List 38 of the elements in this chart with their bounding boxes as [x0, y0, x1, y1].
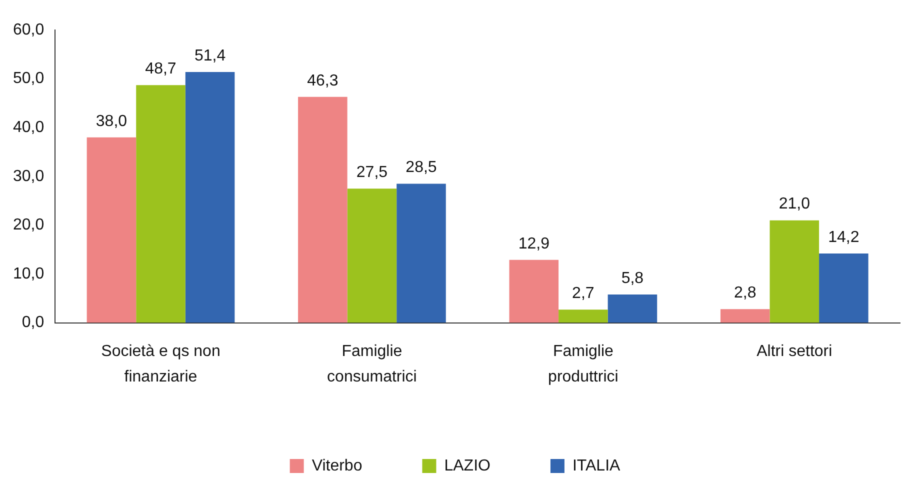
bar — [347, 188, 397, 323]
data-label: 48,7 — [145, 60, 176, 78]
bar — [298, 96, 348, 323]
y-tick-label: 50,0 — [13, 70, 44, 88]
bar — [185, 72, 235, 323]
y-tick-label: 20,0 — [13, 216, 44, 234]
data-label: 12,9 — [518, 235, 550, 252]
x-tick-label: Altri settori — [756, 343, 832, 360]
legend-label: ITALIA — [572, 457, 621, 474]
legend-label: Viterbo — [312, 457, 362, 474]
data-label: 46,3 — [307, 72, 338, 90]
data-label: 28,5 — [406, 159, 437, 176]
bar — [608, 294, 658, 323]
x-tick-label: Società e qs non finanziarie — [101, 343, 220, 386]
bar — [86, 137, 136, 323]
data-label: 2,8 — [734, 284, 756, 302]
y-tick-label: 0,0 — [22, 314, 44, 332]
y-tick-label: 30,0 — [13, 168, 44, 185]
bar — [509, 260, 559, 323]
legend-label: LAZIO — [444, 457, 490, 474]
x-tick-label: Famiglie produttrici — [548, 343, 618, 386]
bar — [819, 254, 868, 323]
x-tick-label: Famiglie consumatrici — [327, 343, 417, 386]
data-label: 51,4 — [194, 47, 226, 64]
bar — [136, 85, 186, 323]
bar — [720, 309, 770, 323]
bar — [396, 184, 446, 323]
data-label: 5,8 — [621, 270, 644, 287]
data-label: 2,7 — [572, 285, 594, 302]
y-tick-label: 60,0 — [13, 21, 44, 38]
y-tick-label: 40,0 — [13, 119, 44, 136]
y-tick-label: 10,0 — [13, 265, 44, 282]
data-label: 38,0 — [96, 112, 128, 130]
data-label: 14,2 — [828, 228, 860, 246]
data-label: 27,5 — [356, 164, 388, 182]
data-label: 21,0 — [778, 196, 810, 213]
bar — [770, 220, 820, 323]
bar — [558, 310, 608, 323]
